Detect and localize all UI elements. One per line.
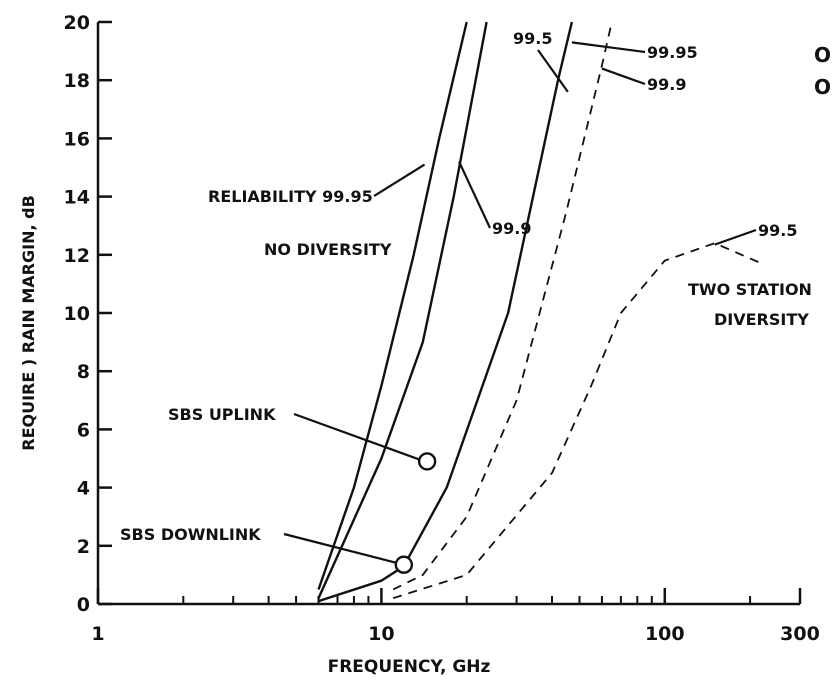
leader-995-top	[537, 49, 569, 93]
annotation-no-diversity: NO DIVERSITY	[264, 240, 392, 259]
leader-999-right	[601, 67, 646, 86]
annotation-9995-right: 99.95	[647, 43, 698, 62]
series-line-diversity-995	[392, 242, 763, 600]
leader-995-diversity	[714, 228, 757, 246]
y-tick-label-2: 2	[77, 536, 90, 558]
y-tick-label-10: 10	[64, 303, 90, 325]
y-tick-label-6: 6	[77, 419, 90, 441]
x-tick-label-10: 10	[368, 623, 394, 645]
series-line-no-diversity-995	[318, 21, 574, 603]
leader-sbs-downlink	[283, 532, 397, 564]
annotation-999-right: 99.9	[647, 75, 686, 94]
cropped-edge-text: O O	[814, 43, 831, 99]
y-tick-label-8: 8	[77, 361, 90, 383]
x-tick-label-1: 1	[91, 623, 104, 645]
leader-lines	[283, 41, 757, 564]
annotation-two-station: TWO STATION	[688, 280, 812, 299]
x-axis-label: FREQUENCY, GHz	[328, 657, 491, 677]
annotation-sbs-uplink: SBS UPLINK	[168, 405, 276, 424]
edge-letter-1: O	[814, 43, 831, 67]
leader-9995-right	[571, 41, 646, 54]
tick-labels: 0 2 4 6 8 10 12 14 16 18 20 1 10 100 300	[64, 12, 820, 645]
annotation-reliability-9995: RELIABILITY 99.95	[208, 187, 373, 206]
y-tick-label-16: 16	[64, 128, 90, 150]
y-tick-label-14: 14	[64, 187, 90, 209]
annotation-sbs-downlink: SBS DOWNLINK	[120, 525, 261, 544]
annotation-999-inner: 99.9	[492, 219, 531, 238]
y-tick-label-18: 18	[64, 70, 90, 92]
annotations: RELIABILITY 99.95 99.9 NO DIVERSITY 99.5…	[120, 29, 812, 544]
series-lines	[317, 21, 763, 603]
y-tick-label-12: 12	[64, 245, 90, 267]
point-sbs-uplink	[417, 452, 437, 471]
leader-999-inner	[458, 161, 491, 229]
annotation-diversity: DIVERSITY	[714, 310, 809, 329]
data-points	[394, 452, 437, 574]
y-tick-label-0: 0	[77, 594, 90, 616]
series-line-diversity-999	[392, 21, 613, 591]
series-line-no-diversity-999	[317, 21, 488, 599]
x-tick-label-300: 300	[780, 623, 820, 645]
tick-marks	[96, 20, 802, 606]
y-axis-label: REQUIRE ) RAIN MARGIN, dB	[19, 195, 38, 451]
axes	[96, 22, 800, 606]
series-line-no-diversity-9995	[317, 21, 468, 590]
x-tick-label-100: 100	[645, 623, 685, 645]
y-tick-label-4: 4	[77, 478, 90, 500]
y-tick-label-20: 20	[64, 12, 90, 34]
leader-sbs-uplink	[293, 412, 420, 461]
annotation-995-top: 99.5	[513, 29, 552, 48]
annotation-995-diversity: 99.5	[758, 221, 797, 240]
leader-reliability-9995	[373, 163, 426, 197]
edge-letter-2: O	[814, 75, 831, 99]
point-sbs-downlink	[394, 555, 414, 574]
